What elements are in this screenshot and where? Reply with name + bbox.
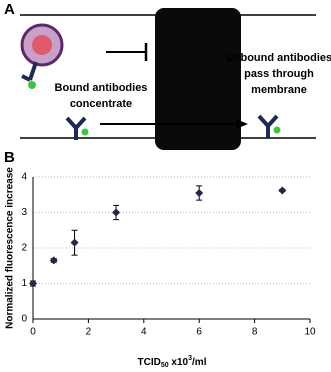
- x-tick-label: 10: [304, 327, 316, 338]
- x-tick-label: 4: [141, 327, 147, 338]
- arrow-head: [236, 119, 248, 129]
- x-tick-label: 6: [196, 327, 202, 338]
- x-label-part: TCID: [138, 357, 161, 368]
- unbound-text: pass through: [244, 68, 314, 80]
- bound-text: Bound antibodies: [55, 82, 148, 94]
- x-label-sup: 3: [188, 355, 192, 362]
- y-tick-label: 3: [21, 207, 27, 218]
- x-label-part: /ml: [192, 357, 207, 368]
- point: [278, 186, 287, 195]
- bound-text: concentrate: [70, 98, 132, 110]
- unbound-text: membrane: [251, 84, 307, 96]
- membrane: [155, 8, 241, 150]
- point: [49, 256, 58, 265]
- y-tick-label: 2: [21, 243, 27, 254]
- x-tick-label: 8: [252, 327, 258, 338]
- point: [70, 238, 79, 247]
- panel-label: B: [4, 149, 15, 166]
- x-label-sub: 50: [161, 362, 169, 369]
- antibody-left: [65, 116, 89, 140]
- y-tick-label: 1: [21, 278, 27, 289]
- point: [112, 208, 121, 217]
- antibody-right: [257, 114, 281, 138]
- x-axis-label: TCID50 x103/ml: [138, 355, 207, 369]
- x-tick-label: 0: [30, 327, 36, 338]
- y-axis-label: Normalized fluorescence increase: [5, 167, 16, 329]
- x-tick-label: 2: [86, 327, 92, 338]
- x-label-part: x10: [169, 357, 189, 368]
- y-tick-label: 4: [21, 172, 27, 183]
- point: [29, 279, 37, 288]
- virus-icon: [20, 23, 64, 89]
- y-tick-label: 0: [21, 314, 27, 325]
- panel-label: A: [4, 1, 15, 18]
- point: [195, 188, 204, 197]
- unbound-text: Unbound antibodies: [226, 52, 331, 64]
